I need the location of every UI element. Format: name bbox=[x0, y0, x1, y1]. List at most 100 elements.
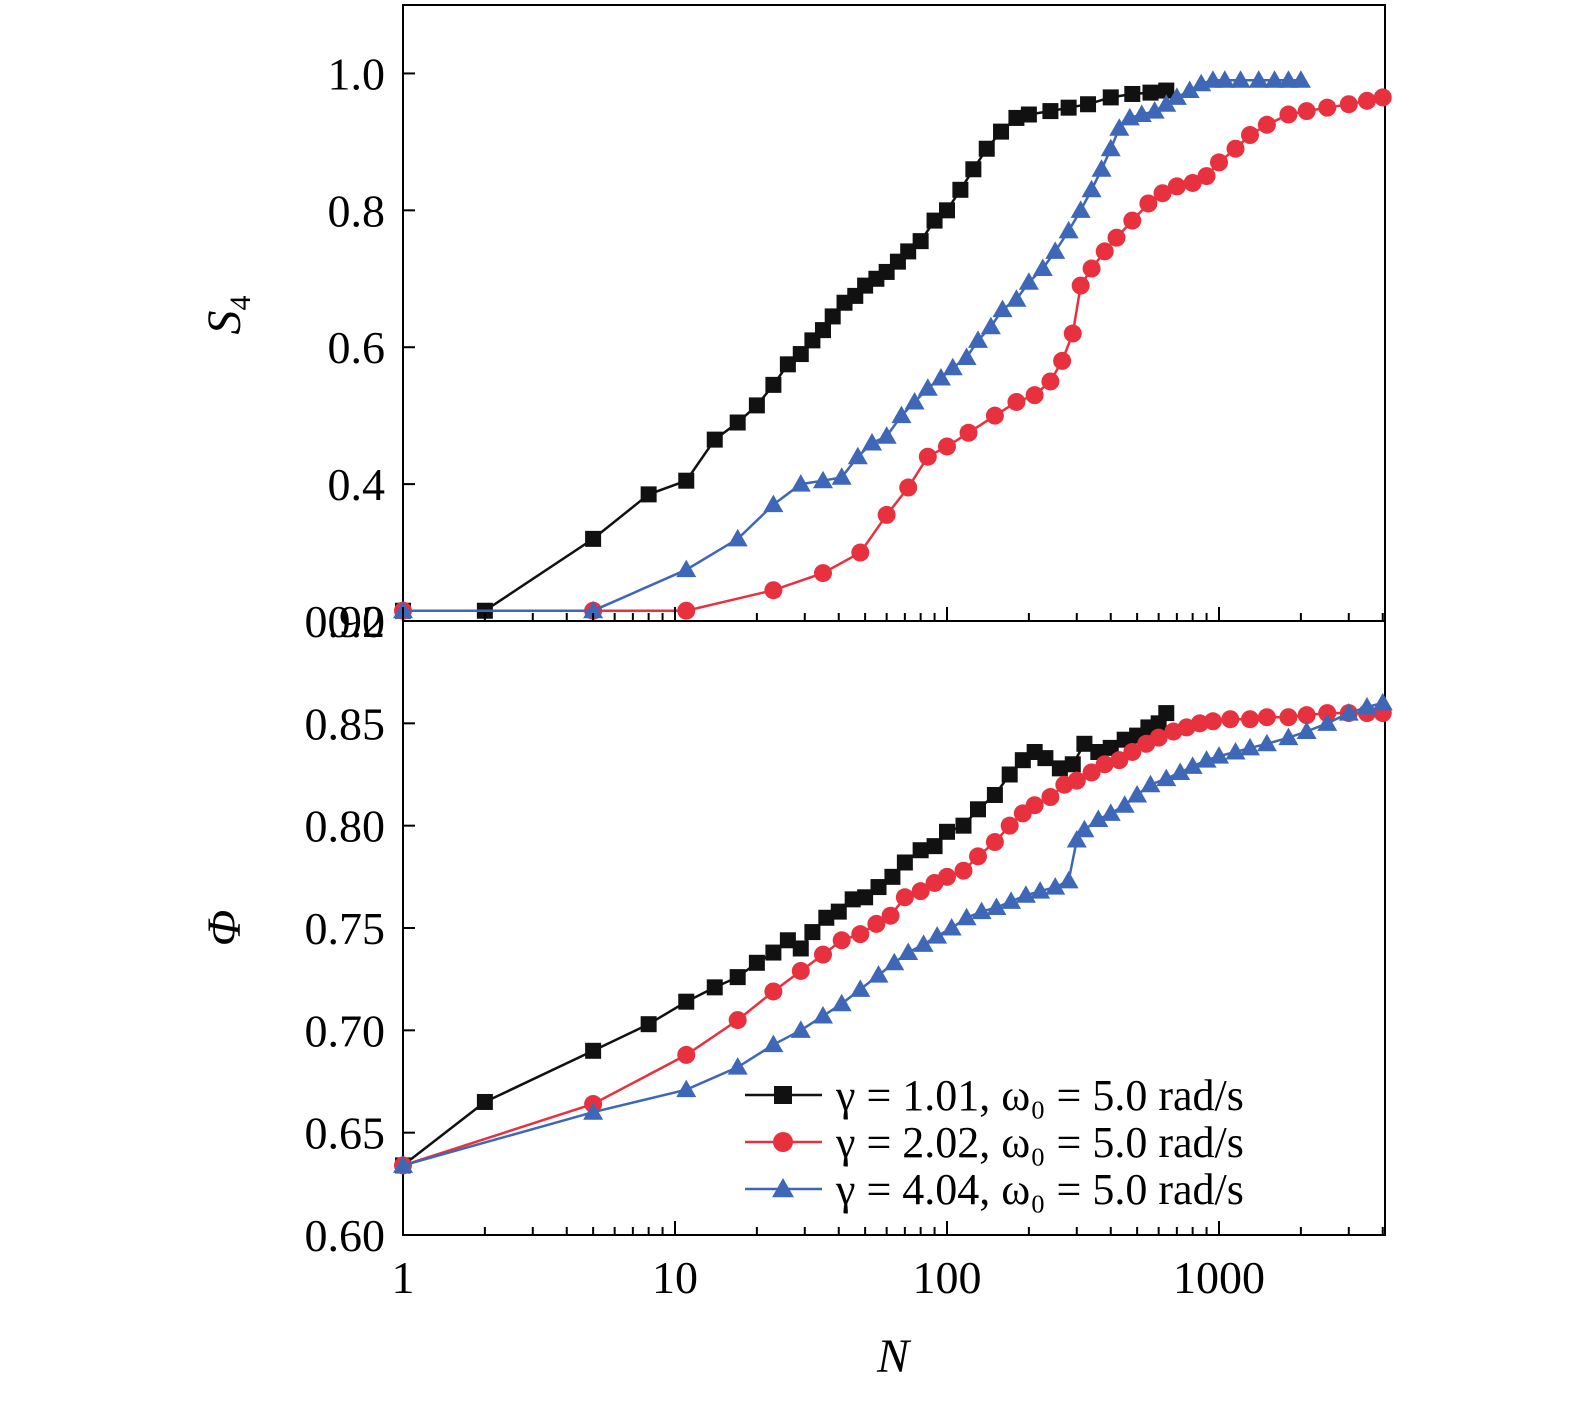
top-series-2-point bbox=[1153, 184, 1172, 203]
top-series-1-point bbox=[926, 212, 943, 229]
bottom-series-3-point bbox=[941, 918, 962, 936]
top-series-2 bbox=[394, 88, 1392, 620]
bottom-series-1-point bbox=[729, 969, 746, 986]
bottom-series-1-point bbox=[706, 979, 723, 996]
top-series-2-point bbox=[1025, 386, 1044, 405]
top-series-2-point bbox=[1257, 115, 1276, 134]
bottom-series-1-point bbox=[1076, 735, 1093, 752]
bottom-series-2-point bbox=[1257, 708, 1276, 727]
bottom-series-1-point bbox=[818, 909, 835, 926]
top-series-1-point bbox=[912, 233, 929, 250]
top-series-3-point bbox=[1166, 87, 1187, 105]
top-series-3-point bbox=[831, 467, 852, 485]
top-series-2-point bbox=[1297, 102, 1316, 121]
top-y-tick-label: 0.2 bbox=[328, 596, 386, 647]
top-series-2-point bbox=[1071, 276, 1090, 295]
top-series-2-point bbox=[1197, 167, 1216, 186]
top-series-1-point bbox=[1080, 96, 1097, 113]
top-series-1-point bbox=[729, 414, 746, 431]
bottom-y-tick-label: 0.70 bbox=[305, 1005, 386, 1056]
bottom-series-3-point bbox=[884, 952, 905, 971]
top-series-1-line bbox=[403, 89, 1167, 612]
bottom-series-1-point bbox=[1102, 739, 1119, 756]
top-series-3-point bbox=[891, 405, 912, 424]
top-series-1-point bbox=[1060, 99, 1077, 116]
top-series-2-point bbox=[677, 601, 696, 620]
bottom-series-1-point bbox=[678, 993, 695, 1010]
top-series-1-point bbox=[585, 530, 602, 547]
top-series-1-point bbox=[952, 181, 969, 198]
top-series-2-point bbox=[1183, 173, 1202, 192]
top-series-3-point bbox=[1018, 272, 1039, 290]
bottom-series-1-point bbox=[1037, 750, 1054, 767]
top-y-tick-label: 1.0 bbox=[328, 48, 386, 99]
top-series-1-point bbox=[939, 202, 955, 219]
bottom-series-3-point bbox=[850, 979, 871, 997]
top-series-1 bbox=[395, 82, 1175, 619]
top-series-2-point bbox=[959, 423, 978, 442]
top-series-2-line bbox=[403, 96, 1384, 612]
legend-marker bbox=[772, 1178, 794, 1198]
top-series-1-point bbox=[814, 322, 831, 339]
bottom-series-3-point bbox=[971, 901, 992, 920]
bottom-series-2-point bbox=[851, 925, 870, 944]
bottom-series-3-point bbox=[1296, 721, 1317, 740]
top-series-1-point bbox=[1020, 106, 1037, 123]
bottom-series-3-point bbox=[1209, 746, 1229, 764]
bottom-y-tick-label: 0.75 bbox=[305, 903, 386, 954]
top-series-2-point bbox=[1007, 392, 1026, 411]
legend-entry: γ = 4.04, ω₀ = 5.0 rad/s bbox=[745, 1165, 1244, 1214]
bottom-series-3-point bbox=[1356, 696, 1377, 715]
top-series-1-point bbox=[993, 123, 1010, 140]
bottom-series-3-point bbox=[1317, 713, 1338, 731]
bottom-series-2-point bbox=[764, 982, 783, 1001]
top-series-3-point bbox=[1109, 118, 1130, 136]
top-series-1-point bbox=[1142, 84, 1159, 101]
legend-marker bbox=[774, 1086, 792, 1104]
bottom-y-tick-label: 0.60 bbox=[305, 1210, 386, 1261]
top-series-2-point bbox=[1063, 324, 1082, 343]
bottom-panel: 0.60 0.65 0.70 0.75 0.80 0.85 0.90 1 10 100 1000 Φ… bbox=[198, 596, 1393, 1383]
bottom-series-1-point bbox=[748, 954, 765, 971]
x-axis-title: N bbox=[876, 1330, 912, 1383]
top-series-3-point bbox=[847, 446, 868, 465]
top-series-2-point bbox=[813, 564, 832, 583]
bottom-series-2-point bbox=[867, 914, 886, 933]
bottom-y-tick-label: 0.65 bbox=[305, 1108, 386, 1159]
bottom-series-2-point bbox=[1297, 706, 1316, 725]
top-series-3-point bbox=[876, 426, 897, 444]
bottom-series-2-point bbox=[985, 833, 1004, 852]
top-series-3-point bbox=[917, 378, 938, 396]
top-series-3-point bbox=[1290, 70, 1311, 88]
bottom-series-3-point bbox=[1030, 881, 1051, 899]
top-series-1-point bbox=[640, 486, 657, 503]
top-series-3-point bbox=[992, 299, 1013, 318]
top-series-2-point bbox=[877, 505, 896, 524]
bottom-series-3-point bbox=[956, 907, 977, 926]
top-series-2-point bbox=[1041, 372, 1060, 391]
top-series-3-point bbox=[1091, 159, 1112, 177]
top-series-2-point bbox=[1053, 351, 1072, 370]
bottom-series-1-point bbox=[896, 854, 913, 871]
top-axes-group: 0.2 0.4 0.6 0.8 1.0 bbox=[328, 48, 1384, 647]
top-y-axis-title: S4 bbox=[198, 296, 257, 335]
top-series-1-point bbox=[824, 308, 841, 325]
top-series-group bbox=[393, 70, 1392, 620]
top-series-3-point bbox=[1045, 241, 1066, 259]
x-tick-label: 1000 bbox=[1173, 1252, 1265, 1303]
top-series-2-point bbox=[1279, 105, 1298, 124]
bottom-series-1-point bbox=[476, 1093, 493, 1110]
bottom-series-3-point bbox=[1256, 733, 1277, 752]
bottom-series-2-point bbox=[1110, 751, 1129, 770]
top-series-3 bbox=[393, 70, 1311, 619]
top-series-2-point bbox=[918, 447, 937, 466]
top-panel: 0.2 0.4 0.6 0.8 1.0 S4 bbox=[198, 4, 1392, 647]
bottom-series-3-point bbox=[1278, 727, 1299, 746]
bottom-series-3-point bbox=[1058, 870, 1079, 889]
bottom-series-3-point bbox=[1045, 877, 1066, 895]
top-series-2-point bbox=[1226, 139, 1245, 158]
top-series-3-point bbox=[1230, 70, 1251, 88]
top-series-2-point bbox=[1167, 177, 1186, 196]
top-y-tick-label: 0.6 bbox=[328, 322, 386, 373]
